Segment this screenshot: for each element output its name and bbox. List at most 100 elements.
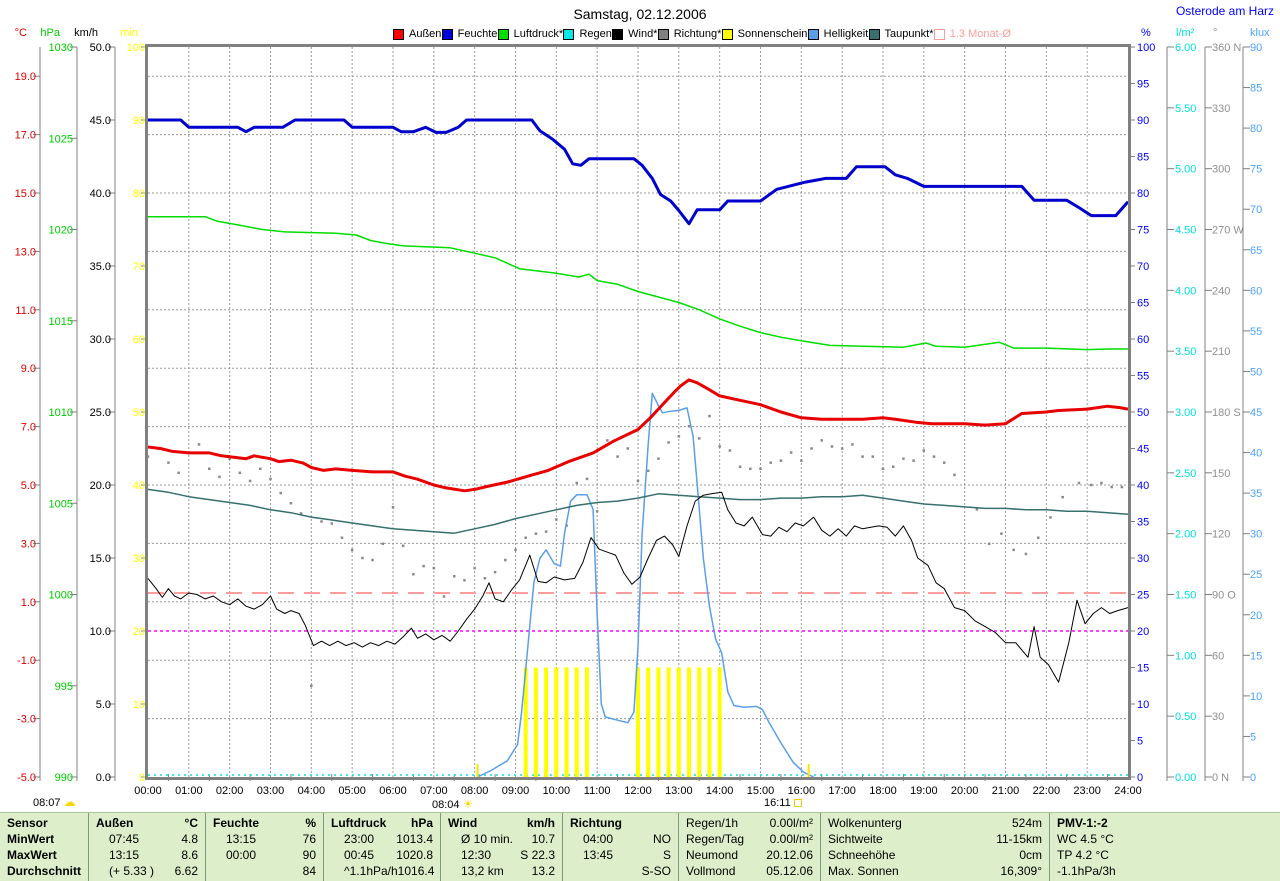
- legend-label: Wind*: [628, 28, 658, 40]
- tick-label: 19.0: [15, 71, 36, 83]
- stat-row: ^1.1hPa/h 1016.4: [324, 863, 440, 879]
- tick-label: 270 W: [1212, 225, 1244, 237]
- series-Feuchte: [148, 118, 1130, 226]
- tick-label: 60: [1137, 334, 1149, 346]
- tick-label: 80: [133, 188, 145, 200]
- stat-label: Durchschnitt: [7, 864, 82, 878]
- stat-row: 23:00 1013.4: [324, 831, 440, 847]
- tick-label: 0 N: [1212, 772, 1229, 784]
- stat-value: 0.00l/m²: [769, 816, 813, 830]
- tick-label: 55: [1137, 371, 1149, 383]
- stat-label: WC 4.5 °C: [1057, 832, 1114, 846]
- tick-label: 90: [133, 115, 145, 127]
- stat-row: Regen/Tag 0.00l/m²: [679, 831, 820, 847]
- axis-km/h: km/h 50.0 45.0 40.0 35.0 30.0 25.0 20.0 15.0 10.0…: [74, 27, 116, 784]
- legend-item: Regen: [563, 28, 612, 40]
- tick-label: 30: [1212, 711, 1224, 723]
- x-tick-label: 16:00: [788, 785, 816, 797]
- axis-unit-label: °C: [15, 27, 27, 39]
- tick-label: 15: [1137, 663, 1149, 675]
- legend-label: Richtung*: [673, 28, 722, 40]
- series-Taupunkt: [147, 488, 1129, 534]
- legend-swatch-icon: [563, 28, 575, 40]
- tick-label: 25: [1250, 569, 1262, 581]
- tick-label: 60: [1212, 650, 1224, 662]
- stat-value: 10.7: [531, 832, 555, 846]
- stat-row: Vollmond 05.12.06: [679, 863, 820, 879]
- stat-row: Neumond 20.12.06: [679, 847, 820, 863]
- tick-label: 1015: [49, 316, 73, 328]
- tick-label: 3.50: [1175, 346, 1196, 358]
- sunset-square-icon: [793, 799, 802, 808]
- stat-label: 13:15: [109, 848, 140, 862]
- stat-col-außen: Außen °C 07:45 4.8 13:15 8.6 (+ 5.33 ) 6.62: [88, 813, 205, 881]
- tick-label: 120: [1212, 529, 1230, 541]
- stat-row: Luftdruck hPa: [324, 815, 440, 831]
- stat-label: MaxWert: [7, 848, 57, 862]
- stat-row: 13:15 76: [206, 831, 323, 847]
- legend-item: Taupunkt*: [868, 28, 933, 40]
- x-tick-label: 11:00: [584, 785, 611, 797]
- stat-value: hPa: [410, 816, 433, 830]
- legend-swatch-icon: [441, 28, 453, 40]
- tick-label: -5.0: [17, 772, 36, 784]
- stat-value: 13.2: [531, 864, 555, 878]
- x-tick-label: 02:00: [216, 785, 244, 797]
- legend-label: 1.3 Monat-Ø: [949, 28, 1011, 40]
- tick-label: 5.50: [1175, 103, 1196, 115]
- tick-label: 75: [1137, 225, 1149, 237]
- sunrise-time: 08:04: [432, 799, 460, 811]
- stat-value: 05.12.06: [766, 864, 813, 878]
- stat-value: 1016.4: [397, 864, 435, 878]
- stat-col-luftdruck: Luftdruck hPa 23:00 1013.4 00:45 1020.8 ^1.1hP…: [323, 813, 440, 881]
- x-tick-label: 19:00: [910, 785, 938, 797]
- tick-label: 10: [133, 699, 145, 711]
- stat-row: Max. Sonnen 16,309°: [821, 863, 1049, 879]
- stat-value: 20.12.06: [766, 848, 813, 862]
- legend-swatch-icon: [933, 28, 945, 40]
- tick-label: 4.50: [1175, 225, 1196, 237]
- tick-label: 10: [1137, 699, 1149, 711]
- sunrise-sun-icon: ☀: [462, 797, 474, 811]
- tick-label: 35: [1137, 517, 1149, 529]
- tick-label: 4.00: [1175, 285, 1196, 297]
- grid: [148, 47, 1128, 781]
- stat-label: 00:00: [226, 848, 257, 862]
- tick-label: 70: [133, 261, 145, 273]
- tick-label: 65: [1250, 245, 1262, 257]
- stat-col-pmv: PMV-1:-2 WC 4.5 °C TP 4.2 °C -1.1hPa/3h: [1049, 813, 1280, 881]
- stat-row: 00:45 1020.8: [324, 847, 440, 863]
- legend-swatch-icon: [612, 28, 624, 40]
- stat-col-info-1: Regen/1h 0.00l/m² Regen/Tag 0.00l/m² Neumond…: [678, 813, 820, 881]
- stat-value: 84: [302, 864, 316, 878]
- stat-label: Schneehöhe: [828, 848, 896, 862]
- tick-label: 25.0: [90, 407, 111, 419]
- tick-label: 45: [1250, 407, 1262, 419]
- tick-label: 80: [1137, 188, 1149, 200]
- legend-label: Außen: [409, 28, 442, 40]
- stat-label: Vollmond: [686, 864, 736, 878]
- stat-label: Neumond: [686, 848, 739, 862]
- stat-value: 8.6: [181, 848, 198, 862]
- series-Richtung: [146, 414, 1124, 687]
- axis-°C: °C 19.0 17.0 15.0 13.0 11.0 9.0 7.0 5.0 3.0 1.0 -1.…: [15, 27, 41, 784]
- tick-label: 95: [1137, 79, 1149, 91]
- tick-label: 70: [1250, 204, 1262, 216]
- sunset-time: 16:11: [764, 797, 791, 809]
- x-tick-label: 05:00: [338, 785, 366, 797]
- stat-row: Feuchte%: [206, 815, 323, 831]
- stat-row: Wind km/h: [441, 815, 562, 831]
- stat-value: 76: [302, 832, 316, 846]
- stat-row: 04:00 NO: [563, 831, 678, 847]
- tick-label: 0: [139, 772, 145, 784]
- tick-label: 990: [55, 772, 73, 784]
- stat-col-richtung: Richtung 04:00 NO 13:45 S S-SO: [562, 813, 678, 881]
- stat-value: NO: [653, 832, 671, 846]
- tick-label: 85: [1137, 152, 1149, 164]
- tick-label: 210: [1212, 346, 1230, 358]
- tick-label: 240: [1212, 285, 1230, 297]
- legend-item: Sonnenschein: [721, 28, 807, 40]
- series-Luftdruck: [148, 215, 1128, 351]
